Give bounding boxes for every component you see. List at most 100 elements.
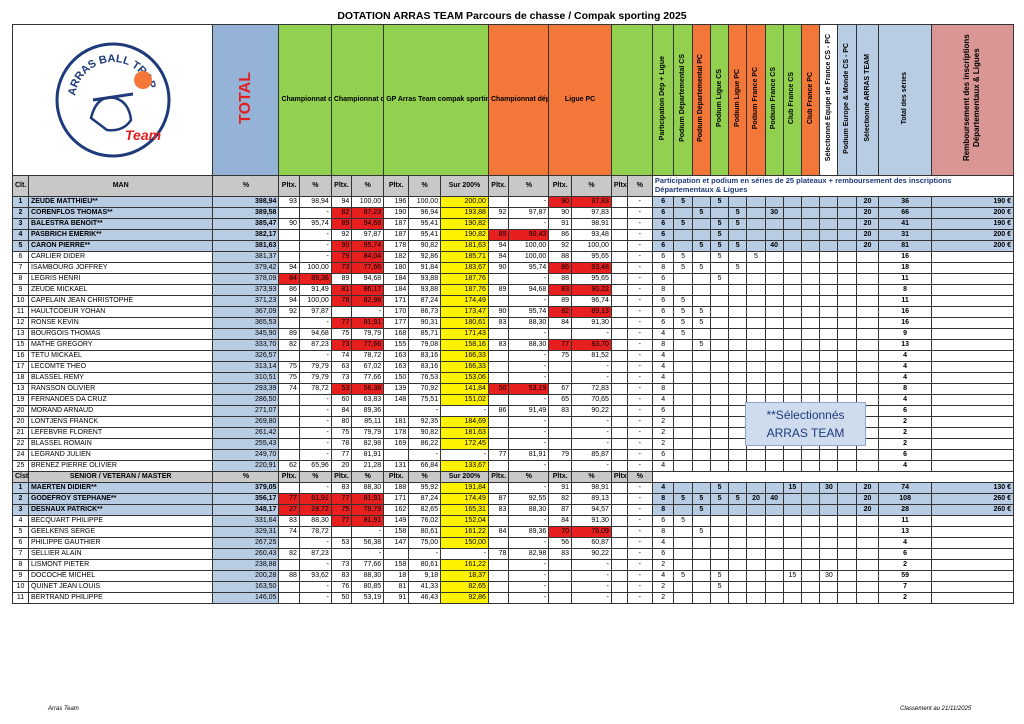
table-cell: 6 <box>878 548 932 560</box>
table-cell: - <box>626 262 653 274</box>
table-cell: 7 <box>12 548 29 560</box>
table-cell: 91 <box>383 592 410 604</box>
table-cell <box>855 284 880 296</box>
table-cell <box>278 427 300 439</box>
table-cell <box>673 427 693 439</box>
table-cell: - <box>571 460 612 472</box>
table-cell: 5 <box>728 218 748 230</box>
table-cell <box>746 570 766 582</box>
table-cell: 82 <box>278 548 300 560</box>
table-cell: 5 <box>673 570 693 582</box>
table-cell: 153,06 <box>440 372 489 384</box>
table-cell: 4 <box>878 537 932 549</box>
table-cell: 373,93 <box>212 284 280 296</box>
table-cell: - <box>298 251 332 263</box>
table-cell <box>837 515 857 527</box>
table-cell: 78,72 <box>298 383 332 395</box>
ph-club-france-pc: Club France PC <box>806 71 814 125</box>
table-cell <box>930 438 1015 450</box>
table-cell: 149 <box>383 515 410 527</box>
table-cell <box>819 526 839 538</box>
table-cell <box>278 317 300 329</box>
table-cell <box>728 592 748 604</box>
table-cell: 66,84 <box>408 460 442 472</box>
table-cell: - <box>571 559 612 571</box>
table-cell <box>930 449 1015 461</box>
table-cell <box>610 460 628 472</box>
table-cell <box>837 537 857 549</box>
table-cell <box>746 548 766 560</box>
table-cell: - <box>440 449 489 461</box>
table-cell: 5 <box>691 317 711 329</box>
table-cell: 190 € <box>930 196 1015 208</box>
table-cell: 5 <box>691 262 711 274</box>
table-cell: 187 <box>383 218 410 230</box>
table-cell <box>855 548 880 560</box>
arras-ball-trap-logo: ARRAS BALL TRAP Team <box>55 42 171 158</box>
table-cell <box>709 592 730 604</box>
table-cell: 6 <box>651 449 675 461</box>
table-row: 1 ZEUDE MATTHIEU** 398,94 93 98,94 94 100,00 19… <box>12 196 1015 208</box>
table-cell <box>610 284 628 296</box>
table-cell <box>764 273 784 285</box>
table-cell: 4 <box>651 482 675 494</box>
table-cell: 2 <box>651 559 675 571</box>
table-cell: 371,23 <box>212 295 280 307</box>
table-cell <box>801 581 821 593</box>
table-cell: 79,79 <box>298 372 332 384</box>
table-cell <box>709 405 730 417</box>
table-cell: 92,86 <box>440 592 489 604</box>
table-cell: - <box>298 592 332 604</box>
table-cell: 183,67 <box>440 262 489 274</box>
table-cell: 5 <box>709 581 730 593</box>
table-cell: 79,79 <box>351 328 385 340</box>
table-cell: BECQUART PHILIPPE <box>27 515 214 527</box>
table-cell <box>487 570 510 582</box>
table-cell: 85 <box>487 229 510 241</box>
table-cell <box>930 581 1015 593</box>
table-cell <box>782 559 803 571</box>
sub-pct: % <box>571 175 612 197</box>
table-cell: 28,72 <box>298 504 332 516</box>
table-cell: 90,31 <box>408 317 442 329</box>
table-cell: 100,00 <box>351 196 385 208</box>
table-cell: 11 <box>878 515 932 527</box>
table-cell: 82,98 <box>508 548 550 560</box>
section-header-cell: Clst. <box>12 471 29 483</box>
table-cell <box>673 350 693 362</box>
table-row: 15 MATHE GREGORY 333,70 82 87,23 73 77,66 155 79… <box>12 339 1015 351</box>
table-row: 25 BRENEZ PIERRE OLIVIER 220,91 62 65,96 20 21… <box>12 460 1015 472</box>
table-cell <box>801 350 821 362</box>
table-cell: 79,08 <box>408 339 442 351</box>
table-cell: - <box>351 548 385 560</box>
table-cell: 50 <box>330 592 353 604</box>
table-cell <box>837 559 857 571</box>
table-cell <box>278 207 300 219</box>
table-cell: 1 <box>12 482 29 494</box>
table-cell: 76 <box>330 581 353 593</box>
table-cell <box>487 592 510 604</box>
section-header-cell: SENIOR / VETERAN / MASTER <box>27 471 214 483</box>
table-cell: 16 <box>878 251 932 263</box>
table-cell: - <box>298 405 332 417</box>
table-cell <box>837 372 857 384</box>
table-cell <box>610 306 628 318</box>
table-cell <box>855 449 880 461</box>
table-cell: 2 <box>878 559 932 571</box>
table-cell: 13 <box>12 328 29 340</box>
table-cell <box>691 570 711 582</box>
table-cell: 92,55 <box>508 493 550 505</box>
table-cell <box>728 504 748 516</box>
table-cell: 100,00 <box>298 295 332 307</box>
table-cell: 90,82 <box>408 240 442 252</box>
table-cell: 88,30 <box>508 504 550 516</box>
table-cell <box>673 394 693 406</box>
table-cell: 196 <box>383 196 410 208</box>
table-cell <box>746 295 766 307</box>
table-cell: 20 <box>855 207 880 219</box>
table-cell: 95,74 <box>298 218 332 230</box>
table-cell <box>330 306 353 318</box>
table-cell: 95,92 <box>408 482 442 494</box>
table-cell: 84 <box>278 273 300 285</box>
table-cell <box>487 218 510 230</box>
